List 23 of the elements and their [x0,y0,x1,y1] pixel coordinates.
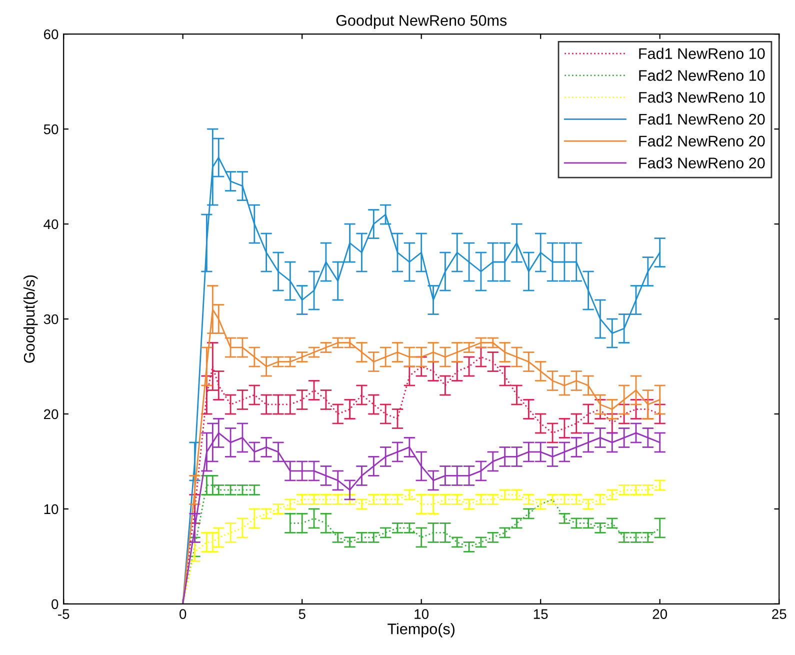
x-tick-label: 15 [534,609,548,619]
legend-label: Fad1 NewReno 10 [639,48,765,60]
x-tick-label: 0 [180,609,186,619]
x-axis-title: Tiempo(s) [388,623,454,638]
x-tick-label: 10 [414,609,429,619]
legend-label: Fad2 NewReno 10 [639,70,765,81]
y-tick-label: 50 [44,124,58,134]
y-tick-label: 10 [44,504,58,514]
x-tick-label: -5 [58,609,70,619]
legend-label: Fad1 NewReno 20 [639,113,765,125]
legend-label: Fad2 NewReno 20 [639,135,765,147]
chart-title: Goodput NewReno 50ms [336,14,507,29]
y-tick-label: 20 [44,409,58,420]
legend-label: Fad3 NewReno 20 [639,157,765,168]
x-tick-label: 20 [652,609,668,619]
y-tick-label: 30 [44,314,58,324]
x-tick-label: 5 [298,609,306,619]
y-axis-title: Goodput(b/s) [23,275,38,363]
legend-label: Fad3 NewReno 10 [639,92,765,103]
y-tick-label: 60 [44,29,58,40]
y-tick-label: 0 [52,599,58,610]
y-tick-label: 40 [44,219,58,230]
x-tick-label: 25 [772,609,786,619]
